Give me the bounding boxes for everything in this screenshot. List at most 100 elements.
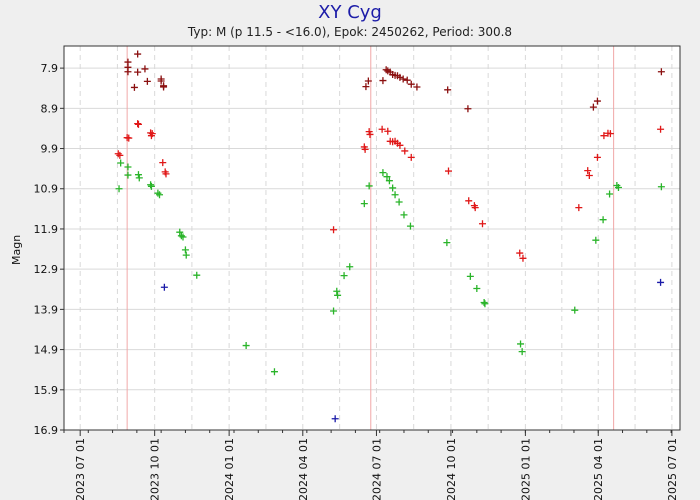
data-point bbox=[399, 75, 407, 83]
plot-background bbox=[64, 46, 680, 430]
data-point bbox=[444, 86, 452, 94]
data-point bbox=[391, 191, 399, 199]
data-point bbox=[147, 182, 155, 190]
data-point bbox=[333, 287, 341, 295]
x-tick-label: 2024 10 01 bbox=[445, 438, 458, 500]
data-point bbox=[480, 299, 488, 307]
data-point bbox=[117, 159, 125, 167]
y-tick-label: 14.9 bbox=[34, 344, 59, 357]
data-point bbox=[516, 249, 524, 257]
x-tick-label: 2025 01 01 bbox=[519, 438, 532, 500]
data-point bbox=[124, 163, 132, 171]
x-tick-label: 2024 01 01 bbox=[223, 438, 236, 500]
data-point bbox=[599, 216, 607, 224]
data-point bbox=[464, 105, 472, 113]
data-point bbox=[657, 183, 665, 191]
data-point bbox=[471, 204, 479, 212]
data-point bbox=[134, 68, 142, 76]
data-point bbox=[134, 171, 142, 179]
data-point bbox=[478, 220, 486, 228]
data-point bbox=[134, 50, 142, 58]
data-point bbox=[518, 348, 526, 356]
data-point bbox=[481, 300, 489, 308]
data-point bbox=[383, 173, 391, 181]
data-point bbox=[242, 342, 250, 350]
data-point bbox=[396, 73, 404, 81]
data-point bbox=[148, 130, 156, 138]
data-point bbox=[193, 271, 201, 279]
data-point bbox=[116, 151, 124, 159]
data-point bbox=[124, 68, 132, 76]
data-point bbox=[517, 340, 525, 348]
data-point bbox=[379, 77, 387, 85]
data-point bbox=[584, 167, 592, 175]
data-point bbox=[366, 130, 374, 138]
data-point bbox=[177, 232, 185, 240]
y-tick-label: 13.9 bbox=[34, 303, 59, 316]
data-point bbox=[406, 222, 414, 230]
y-tick-label: 12.9 bbox=[34, 263, 59, 276]
data-point bbox=[125, 134, 133, 142]
data-point bbox=[340, 272, 348, 280]
data-point bbox=[600, 132, 608, 140]
data-point bbox=[157, 77, 165, 85]
x-tick-label: 2024 04 01 bbox=[297, 438, 310, 500]
data-point bbox=[135, 174, 143, 182]
data-point bbox=[182, 251, 190, 259]
x-tick-label: 2025 07 01 bbox=[666, 438, 679, 500]
data-point bbox=[334, 291, 342, 299]
data-point bbox=[593, 153, 601, 161]
x-tick-label: 2024 07 01 bbox=[370, 438, 383, 500]
data-point bbox=[365, 182, 373, 190]
data-point bbox=[585, 171, 593, 179]
data-point bbox=[382, 66, 390, 74]
data-point bbox=[147, 181, 155, 189]
data-point bbox=[571, 306, 579, 314]
y-tick-label: 10.9 bbox=[34, 183, 59, 196]
x-tick-label: 2025 04 01 bbox=[592, 438, 605, 500]
y-tick-label: 8.9 bbox=[41, 102, 59, 115]
data-point bbox=[589, 103, 597, 111]
y-tick-label: 15.9 bbox=[34, 384, 59, 397]
data-point bbox=[396, 141, 404, 149]
data-point bbox=[331, 415, 339, 423]
data-point bbox=[606, 130, 614, 138]
data-point bbox=[403, 76, 411, 84]
x-tick-label: 2023 10 01 bbox=[149, 438, 162, 500]
data-point bbox=[360, 200, 368, 208]
data-point bbox=[657, 68, 665, 76]
data-point bbox=[156, 191, 164, 199]
plot-frame bbox=[63, 45, 681, 431]
data-point bbox=[400, 211, 408, 219]
data-point bbox=[179, 233, 187, 241]
chart-subtitle: Typ: M (p 11.5 - <16.0), Epok: 2450262, … bbox=[187, 25, 513, 39]
data-point bbox=[606, 190, 614, 198]
data-point bbox=[657, 125, 665, 133]
data-point bbox=[593, 97, 601, 105]
data-point bbox=[389, 184, 397, 192]
data-marks bbox=[114, 50, 665, 423]
data-point bbox=[159, 159, 167, 167]
data-point bbox=[592, 236, 600, 244]
data-point bbox=[384, 127, 392, 135]
data-point bbox=[130, 83, 138, 91]
data-point bbox=[176, 228, 184, 236]
data-point bbox=[115, 185, 123, 193]
data-point bbox=[361, 145, 369, 153]
data-point bbox=[379, 169, 387, 177]
data-point bbox=[141, 65, 149, 73]
data-point bbox=[465, 197, 473, 205]
data-point bbox=[181, 246, 189, 254]
data-point bbox=[444, 167, 452, 175]
x-tick-label: 2023 07 01 bbox=[74, 438, 87, 500]
y-tick-label: 11.9 bbox=[34, 223, 59, 236]
data-point bbox=[407, 153, 415, 161]
data-point bbox=[162, 170, 170, 178]
data-point bbox=[124, 171, 132, 179]
data-point bbox=[614, 184, 622, 192]
data-point bbox=[330, 226, 338, 234]
data-point bbox=[143, 77, 151, 85]
y-tick-label: 16.9 bbox=[34, 424, 59, 437]
